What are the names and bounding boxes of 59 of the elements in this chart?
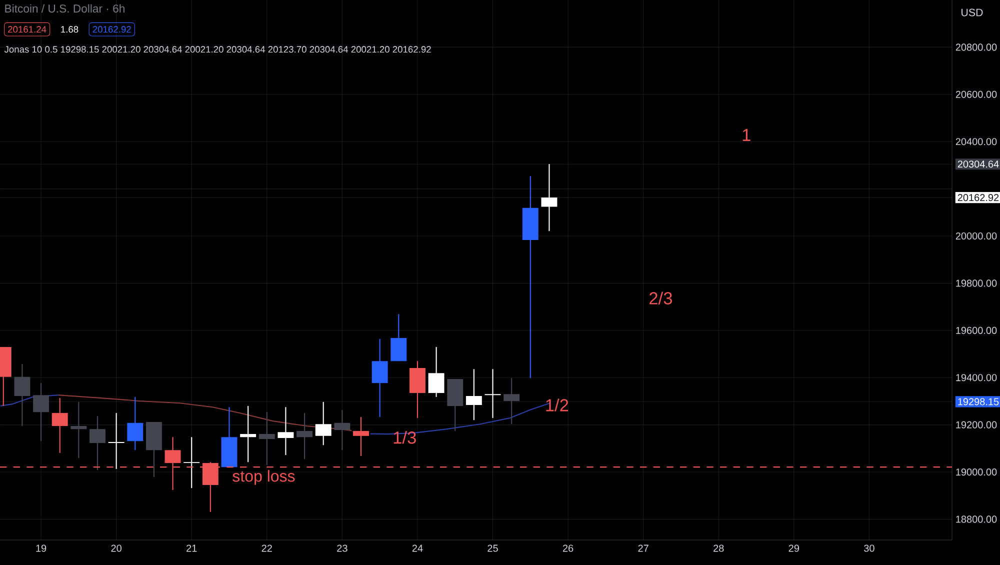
candlestick [466, 368, 482, 421]
candlestick [108, 412, 124, 470]
candlestick [184, 436, 200, 489]
candlestick [428, 346, 444, 398]
annotation: 20161.24 [8, 26, 46, 33]
candlestick [90, 416, 106, 471]
annotation: 2/3 [650, 292, 672, 304]
candlestick [315, 401, 332, 446]
y-tick-label: 19400.00 [956, 374, 997, 382]
annotation: 1 [742, 129, 750, 141]
candlestick [240, 405, 256, 463]
y-tick-label: 19600.00 [956, 326, 997, 334]
annotation: 20162.92 [92, 26, 131, 33]
candlestick [278, 406, 294, 456]
x-tick-label: 22 [262, 544, 272, 552]
ref-line-label: stop loss [232, 470, 295, 485]
x-tick-label: 21 [186, 544, 197, 552]
y-tick-label: 19800.00 [956, 280, 997, 287]
annotation: Jonas 10 0.5 19298.15 20021.20 20304.64 20021.20 20304.64 20123.70 20304.64 20021.20 20162.92 [4, 46, 431, 53]
x-tick-label: 19 [36, 544, 46, 552]
y-axis-title: USD [962, 8, 983, 16]
candlestick [52, 397, 68, 454]
candlestick [484, 368, 501, 419]
y-tick-label: 20600.00 [956, 90, 997, 98]
candlestick [541, 163, 558, 232]
x-tick-label: 30 [864, 544, 874, 552]
candlestick [70, 401, 87, 459]
y-tick-label: 20800.00 [956, 44, 997, 51]
y-tick-label: 18800.00 [956, 516, 997, 523]
candlestick [353, 416, 369, 457]
y-tick-label: 20400.00 [956, 138, 997, 146]
annotation: 1/2 [546, 398, 568, 412]
y-tick-label: 19000.00 [956, 468, 997, 476]
candlestick [258, 412, 275, 466]
x-tick-label: 28 [714, 544, 724, 552]
candlestick [33, 382, 50, 442]
x-tick-label: 20 [111, 544, 122, 552]
candlestick [296, 412, 313, 460]
y-tick-label: 20304.64 [958, 160, 999, 168]
line-series [58, 394, 352, 432]
x-tick-label: 25 [488, 544, 498, 552]
x-tick-label: 29 [788, 544, 799, 552]
x-tick-label: 27 [638, 544, 648, 552]
candlestick [127, 396, 144, 451]
candlestick [14, 363, 30, 427]
y-tick-label: 20000.00 [956, 232, 997, 240]
annotation: 1.68 [61, 26, 78, 33]
candlestick [372, 338, 388, 418]
x-tick-label: 23 [337, 544, 348, 552]
candlestick [334, 409, 350, 451]
candlestick [504, 378, 520, 425]
candlestick [390, 314, 407, 362]
x-tick-label: 24 [412, 544, 423, 552]
chart-title: Bitcoin / U.S. Dollar · 6h [5, 4, 124, 13]
y-tick-label: 19200.00 [956, 421, 997, 428]
annotation: 1/3 [394, 431, 416, 444]
y-tick-label: 20162.92 [958, 194, 999, 202]
x-tick-label: 26 [562, 544, 574, 552]
y-tick-label: 19298.15 [958, 398, 999, 406]
